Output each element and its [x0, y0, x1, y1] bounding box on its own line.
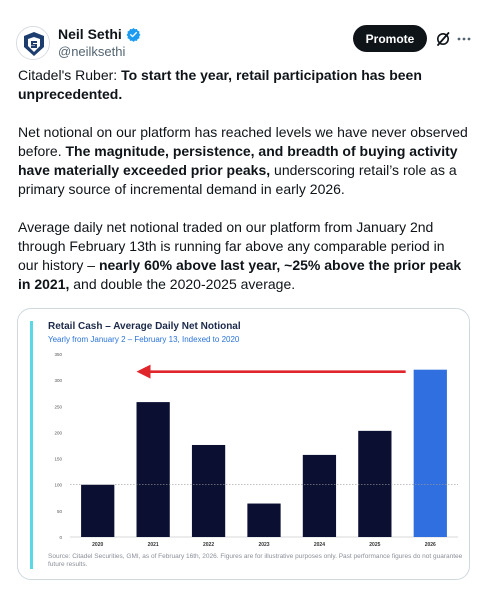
x-tick-label: 2021 [148, 542, 159, 548]
name-row: Neil Sethi [58, 26, 141, 42]
grok-slash-icon[interactable] [435, 31, 451, 47]
y-tick-label: 250 [54, 404, 62, 409]
red-arrow-head-icon [136, 364, 151, 379]
tweet-paragraph-3: Average daily net notional traded on our… [18, 218, 468, 294]
verified-badge-icon [126, 27, 141, 42]
tweet-paragraph-1: Citadel's Ruber: To start the year, reta… [18, 66, 468, 104]
bar-2021 [136, 402, 170, 537]
tweet-header: Neil Sethi @neilksethi Promote [0, 0, 477, 62]
chart-title: Retail Cash – Average Daily Net Notional [48, 321, 241, 332]
x-tick-label: 2020 [92, 542, 103, 548]
y-tick-label: 200 [54, 430, 62, 435]
tweet-bold-span: nearly 60% above last year, ~25% above t… [18, 257, 462, 292]
bar-2024 [302, 454, 337, 537]
x-tick-label: 2026 [425, 542, 436, 548]
chart-subtitle: Yearly from January 2 – February 13, Ind… [48, 335, 240, 344]
y-tick-label: 100 [54, 483, 62, 488]
x-tick-label: 2022 [203, 542, 214, 548]
tweet-text-span: Average daily net notional traded on our… [18, 219, 445, 273]
avatar[interactable] [16, 26, 50, 60]
tweet-paragraph-2: Net notional on our platform has reached… [18, 123, 468, 199]
bar-2020 [81, 484, 115, 537]
tweet-text-span: Net notional on our platform has reached… [18, 124, 468, 159]
chart-accent-bar [30, 321, 33, 569]
tweet-text-span: underscoring retail’s role as a primary … [18, 162, 457, 197]
tweet-text-span: Citadel's Ruber: [18, 67, 122, 83]
chart-source-note: Source: Citadel Securities, GMI, as of F… [48, 553, 463, 568]
y-tick-label: 0 [59, 535, 62, 540]
bar-2025 [358, 430, 392, 537]
y-tick-label: 300 [54, 378, 62, 383]
avatar-logo-icon [17, 27, 49, 59]
bar-2023 [247, 503, 281, 537]
display-name[interactable]: Neil Sethi [58, 26, 122, 42]
promote-button[interactable]: Promote [353, 25, 427, 52]
tweet-bold-span: To start the year, retail participation … [18, 67, 422, 102]
tweet-text-span: and double the 2020-2025 average. [69, 276, 296, 292]
media-card[interactable]: Retail Cash – Average Daily Net Notional… [17, 308, 470, 580]
x-tick-label: 2025 [369, 542, 380, 548]
more-dots-icon[interactable] [456, 31, 472, 47]
bar-2022 [191, 444, 226, 537]
bar-2026 [413, 369, 447, 537]
x-tick-label: 2023 [258, 542, 269, 548]
tweet-bold-span: The magnitude, persistence, and breadth … [18, 143, 458, 178]
tweet-text: Citadel's Ruber: To start the year, reta… [18, 66, 468, 313]
y-tick-label: 150 [54, 457, 62, 462]
user-handle[interactable]: @neilksethi [58, 44, 126, 59]
y-tick-label: 50 [57, 509, 63, 514]
y-tick-label: 350 [54, 352, 62, 357]
x-tick-label: 2024 [314, 542, 325, 548]
bar-chart: 0 50 100 150 200 250 300 350 2020 2021 2022 2023 202… [54, 352, 458, 548]
